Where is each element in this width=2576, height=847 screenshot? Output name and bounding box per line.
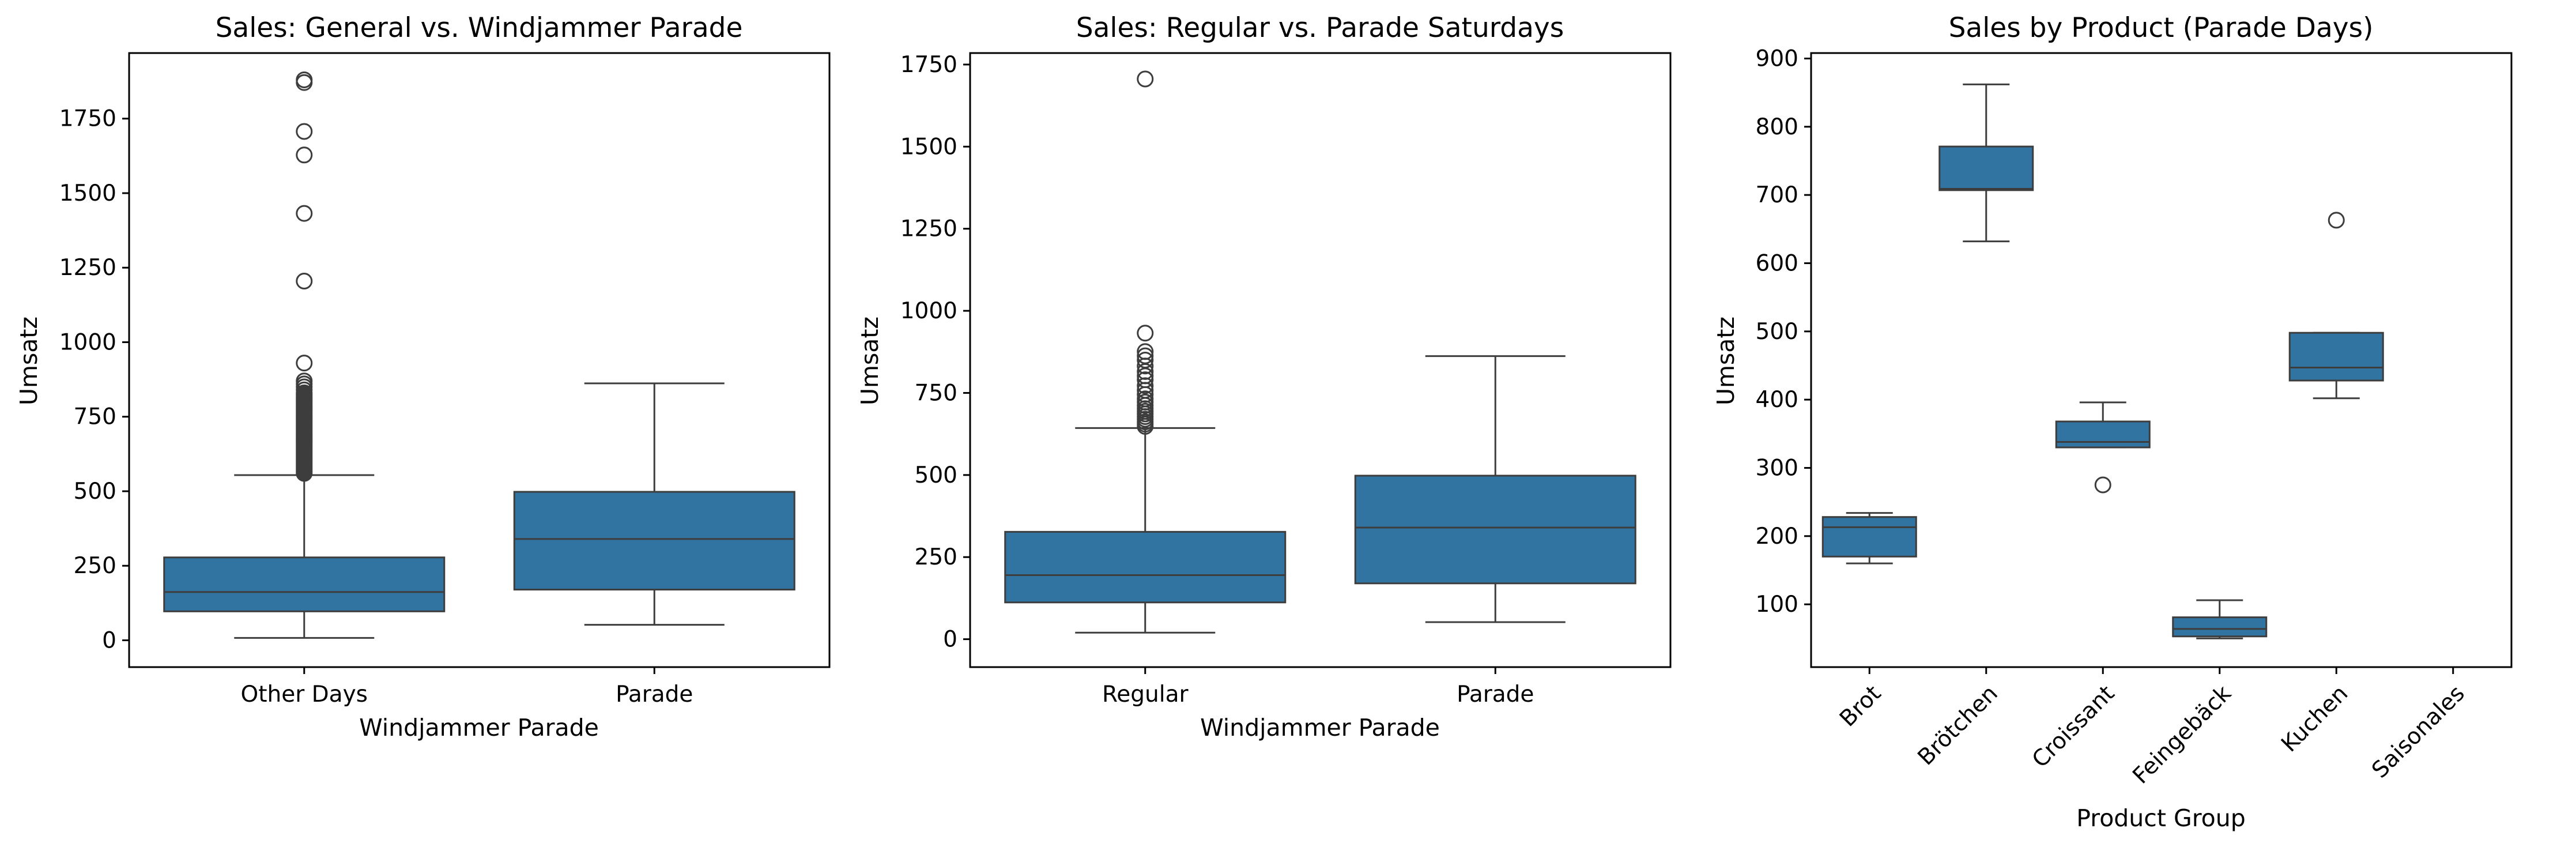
outlier-point <box>1137 352 1154 368</box>
outlier-point <box>1137 325 1154 342</box>
panel-3-x-axis-label: Product Group <box>2076 804 2246 832</box>
box-1 <box>1821 512 1917 564</box>
box-5 <box>2288 212 2384 400</box>
box-iqr <box>513 491 795 591</box>
panel-2-x-axis-label: Windjammer Parade <box>1200 714 1440 741</box>
y-tick-label: 1250 <box>59 255 116 281</box>
box-iqr <box>2055 420 2151 449</box>
y-tick-label: 1750 <box>900 52 957 78</box>
panel-3-y-axis-label: Umsatz <box>1712 317 1740 405</box>
outlier-point <box>2094 476 2111 494</box>
box-iqr <box>2172 616 2268 638</box>
box-1 <box>1004 70 1287 634</box>
outlier-point <box>1137 390 1154 408</box>
box-iqr <box>1821 516 1917 558</box>
box-iqr <box>163 556 446 612</box>
outlier-point <box>1137 343 1154 360</box>
y-tick-label: 600 <box>1756 250 1798 276</box>
outlier-point <box>296 123 313 140</box>
outlier-point <box>2328 212 2345 229</box>
x-tick-label: Regular <box>1102 682 1189 707</box>
outlier-point <box>1137 347 1154 364</box>
y-tick-label: 1000 <box>59 329 116 355</box>
y-tick-label: 800 <box>1756 114 1798 140</box>
outlier-point <box>1137 377 1154 394</box>
panel-1: Sales: General vs. Windjammer Parade Win… <box>15 12 831 741</box>
y-tick-label: 1000 <box>900 298 957 324</box>
y-tick-label: 500 <box>1756 319 1798 345</box>
axes-frame <box>1810 52 2513 668</box>
y-tick-label: 900 <box>1756 46 1798 71</box>
outlier-point <box>1137 371 1154 389</box>
y-tick-label: 700 <box>1756 182 1798 208</box>
box-iqr <box>1354 475 1636 585</box>
panel-2-plot-area: 0 250 500 750 1000 1250 1500 1750 Regular Parade <box>900 52 1672 707</box>
box-4 <box>2172 599 2268 639</box>
y-tick-label: 250 <box>915 544 957 570</box>
y-tick-label: 250 <box>74 553 116 579</box>
y-tick-label: 0 <box>102 627 116 653</box>
y-tick-label: 100 <box>1756 592 1798 618</box>
y-tick-label: 0 <box>943 627 957 653</box>
y-tick-label: 1500 <box>59 180 116 206</box>
panel-2-y-axis-label: Umsatz <box>856 317 884 405</box>
y-tick-label: 1500 <box>900 134 957 160</box>
y-tick-label: 750 <box>915 380 957 406</box>
panel-2: Sales: Regular vs. Parade Saturdays Wind… <box>856 12 1672 741</box>
x-tick-label: Parade <box>616 682 693 707</box>
y-tick-label: 750 <box>74 404 116 430</box>
box-2 <box>1354 355 1636 623</box>
y-tick-label: 300 <box>1756 455 1798 481</box>
y-tick-label: 1250 <box>900 216 957 242</box>
panel-2-title: Sales: Regular vs. Parade Saturdays <box>1076 12 1564 44</box>
outlier-point <box>1137 70 1154 88</box>
outlier-point <box>296 205 313 222</box>
panel-1-title: Sales: General vs. Windjammer Parade <box>216 12 743 44</box>
axes-frame <box>128 52 831 668</box>
y-tick-label: 400 <box>1756 387 1798 413</box>
box-1 <box>163 71 446 639</box>
outlier-point <box>296 146 313 164</box>
outlier-point <box>296 355 313 372</box>
outlier-point <box>296 272 313 289</box>
panel-3-title: Sales by Product (Parade Days) <box>1949 12 2374 44</box>
box-2 <box>513 382 795 626</box>
box-2 <box>1938 83 2034 243</box>
box-3 <box>2055 401 2151 494</box>
outlier-point <box>296 71 313 89</box>
y-tick-label: 500 <box>915 462 957 488</box>
x-tick-label: Parade <box>1457 682 1534 707</box>
y-tick-label: 200 <box>1756 524 1798 549</box>
y-tick-label: 1750 <box>59 106 116 132</box>
box-iqr <box>2288 332 2384 382</box>
y-tick-label: 500 <box>74 479 116 505</box>
panel-1-y-axis-label: Umsatz <box>15 317 43 405</box>
outlier-point <box>296 372 313 390</box>
box-iqr <box>1938 145 2034 191</box>
panel-1-plot-area: 0 250 500 750 1000 1250 1500 1750 Other Days Para… <box>59 52 831 707</box>
axes-frame <box>969 52 1672 668</box>
box-iqr <box>1004 530 1287 604</box>
x-tick-label: Other Days <box>241 682 368 707</box>
panel-1-x-axis-label: Windjammer Parade <box>359 714 599 741</box>
